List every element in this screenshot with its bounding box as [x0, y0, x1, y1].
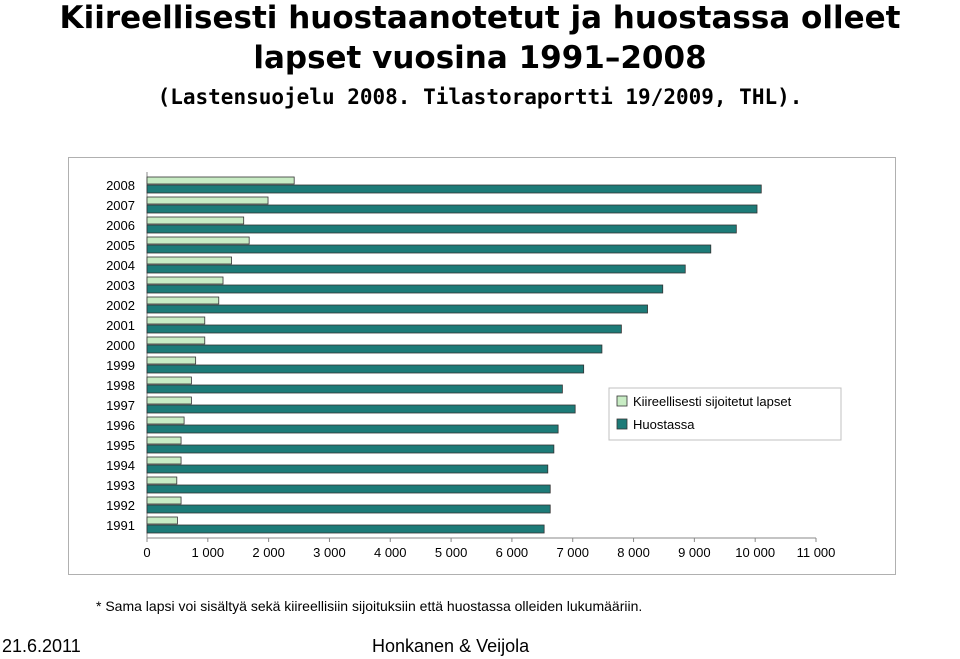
bar-urgent [146, 396, 192, 405]
bar-urgent [146, 296, 220, 305]
bar-custody [146, 424, 559, 434]
bar-urgent [146, 496, 182, 505]
bar-urgent [146, 516, 178, 525]
x-tick-label: 0 [143, 545, 150, 560]
y-tick-label: 2005 [106, 238, 135, 253]
y-tick-label: 1993 [106, 478, 135, 493]
bar-urgent [146, 376, 192, 385]
bar-urgent [146, 256, 232, 265]
legend-swatch-custody [616, 418, 628, 430]
bar-urgent [146, 276, 224, 285]
bar-urgent [146, 196, 269, 205]
bar-urgent [146, 316, 206, 325]
title-line-2: lapset vuosina 1991–2008 [253, 40, 707, 76]
legend-label-custody: Huostassa [633, 417, 695, 432]
bar-custody [146, 244, 712, 254]
title-source: (Lastensuojelu 2008. Tilastoraportti 19/… [157, 85, 803, 109]
footnote: * Sama lapsi voi sisältyä sekä kiireelli… [96, 598, 643, 614]
y-tick-label: 2000 [106, 338, 135, 353]
bar-urgent [146, 216, 245, 225]
bar-custody [146, 344, 603, 354]
footer-authors: Honkanen & Veijola [372, 636, 530, 656]
bar-urgent [146, 176, 295, 185]
bar-custody [146, 284, 664, 294]
title-line-1: Kiireellisesti huostaanotetut ja huostas… [59, 0, 901, 36]
x-tick-label: 8 000 [617, 545, 650, 560]
bar-custody [146, 204, 758, 214]
y-tick-label: 1994 [106, 458, 135, 473]
x-tick-label: 9 000 [678, 545, 711, 560]
bar-custody [146, 184, 762, 194]
bar-urgent [146, 456, 182, 465]
bar-custody [146, 304, 648, 314]
y-tick-label: 1997 [106, 398, 135, 413]
bar-custody [146, 224, 737, 234]
bar-urgent [146, 436, 182, 445]
bar-custody [146, 384, 563, 394]
bar-custody [146, 464, 549, 474]
bar-custody [146, 524, 545, 534]
legend-box [608, 387, 842, 441]
x-tick-label: 4 000 [374, 545, 407, 560]
y-tick-label: 1995 [106, 438, 135, 453]
y-tick-label: 2007 [106, 198, 135, 213]
bar-chart: 2008 2007 2006 2005 2004 2003 2002 2001 2000 1999… [106, 172, 842, 560]
y-tick-label: 1996 [106, 418, 135, 433]
x-tick-label: 2 000 [252, 545, 285, 560]
bar-urgent [146, 476, 178, 485]
bar-custody [146, 264, 686, 274]
bar-urgent [146, 236, 250, 245]
y-tick-label: 2002 [106, 298, 135, 313]
y-tick-label: 2001 [106, 318, 135, 333]
bar-custody [146, 484, 551, 494]
bar-custody [146, 364, 585, 374]
y-tick-label: 2003 [106, 278, 135, 293]
chart-container: 2008 2007 2006 2005 2004 2003 2002 2001 2000 1999… [68, 157, 896, 575]
footer-date: 21.6.2011 [2, 636, 81, 656]
y-tick-label: 1992 [106, 498, 135, 513]
x-tick-label: 6 000 [496, 545, 529, 560]
bar-custody [146, 324, 622, 334]
legend-label-urgent: Kiireellisesti sijoitetut lapset [633, 394, 792, 409]
bar-urgent [146, 336, 206, 345]
bar-custody [146, 504, 551, 514]
bar-custody [146, 404, 576, 414]
bar-urgent [146, 356, 197, 365]
bar-urgent [146, 416, 185, 425]
y-tick-label: 1998 [106, 378, 135, 393]
x-tick-label: 1 000 [192, 545, 225, 560]
x-tick-label: 7 000 [556, 545, 589, 560]
y-tick-label: 2004 [106, 258, 135, 273]
x-tick-label: 11 000 [797, 545, 836, 560]
x-tick-label: 10 000 [735, 545, 775, 560]
y-tick-label: 1999 [106, 358, 135, 373]
x-tick-label: 3 000 [313, 545, 346, 560]
y-tick-label: 2008 [106, 178, 135, 193]
x-tick-label: 5 000 [435, 545, 468, 560]
y-tick-label: 1991 [106, 518, 135, 533]
legend-swatch-urgent [616, 395, 628, 407]
y-tick-label: 2006 [106, 218, 135, 233]
bar-custody [146, 444, 555, 454]
